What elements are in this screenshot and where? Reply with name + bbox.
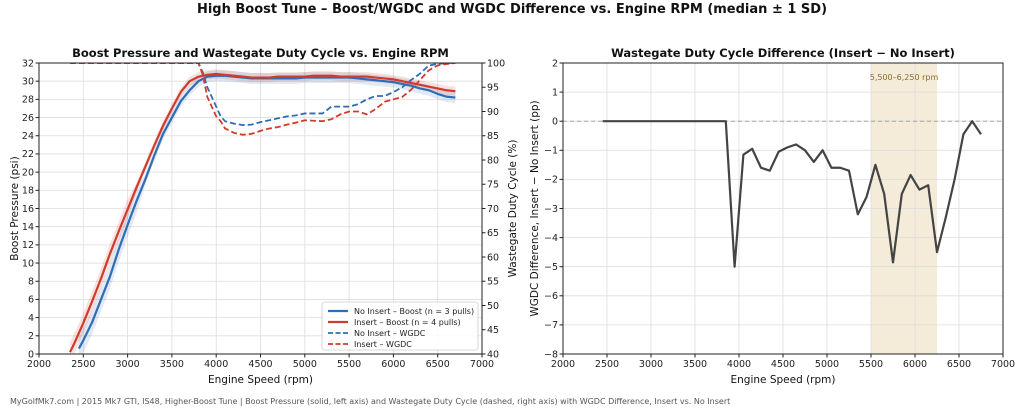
left-y-tick-label: 14: [22, 222, 34, 233]
right-plot: 5,500–6,250 rpm 2000 2500 3000 3500 4000 4500 5…: [529, 46, 1015, 386]
right-y-tick-label: 55: [487, 277, 499, 288]
left-x-tick-label: 4000: [204, 359, 228, 370]
legend-entry-0: No Insert – Boost (n = 3 pulls): [354, 307, 474, 316]
right-x-tick-label: 2000: [551, 359, 575, 370]
right-plot-y-tick-label: 2: [552, 58, 558, 69]
right-x-tick-label: 4000: [727, 359, 751, 370]
right-x-tick-label: 3000: [639, 359, 663, 370]
left-x-tick-label: 3000: [116, 359, 140, 370]
left-x-tick-label: 2500: [71, 359, 95, 370]
left-y-tick-label: 32: [22, 58, 34, 69]
figure-title: High Boost Tune – Boost/WGDC and WGDC Di…: [197, 2, 827, 17]
right-y-axis-label: Wastegate Duty Cycle (%): [507, 140, 519, 278]
right-y-tick-label: 75: [487, 180, 499, 191]
right-x-tick-label: 2500: [595, 359, 619, 370]
left-x-tick-label: 6500: [426, 359, 450, 370]
left-x-tick-label: 7000: [470, 359, 494, 370]
right-y-tick-label: 100: [487, 58, 505, 69]
left-y-axis-label: Boost Pressure (psi): [9, 156, 21, 260]
right-y-tick-label: 50: [487, 301, 499, 312]
left-y-tick-label: 12: [22, 240, 34, 251]
left-plot: 2000 2500 3000 3500 4000 4500 5000 5500 6000 6500…: [9, 46, 519, 386]
legend: No Insert – Boost (n = 3 pulls) Insert – …: [321, 301, 479, 351]
right-plot-y-tick-label: −3: [544, 204, 558, 215]
right-plot-y-tick-label: −2: [544, 175, 558, 186]
left-y-tick-label: 6: [28, 295, 34, 306]
legend-entry-2: No Insert – WGDC: [354, 329, 426, 338]
right-y-tick-label: 90: [487, 107, 499, 118]
series-line-2: [70, 63, 456, 126]
right-x-tick-label: 7000: [991, 359, 1015, 370]
right-y-tick-label: 60: [487, 252, 499, 263]
right-y-tick-label: 40: [487, 349, 499, 360]
right-y-tick-label: 80: [487, 155, 499, 166]
left-x-tick-label: 3500: [160, 359, 184, 370]
left-y-tick-label: 2: [28, 331, 34, 342]
right-x-tick-label: 3500: [683, 359, 707, 370]
left-y-tick-label: 30: [22, 76, 34, 87]
right-plot-title: Wastegate Duty Cycle Difference (Insert …: [611, 46, 955, 60]
right-plot-y-tick-label: −1: [544, 146, 558, 157]
series-line-1: [69, 72, 456, 353]
left-y-tick-label: 20: [22, 167, 34, 178]
right-plot-x-axis-label: Engine Speed (rpm): [731, 374, 836, 386]
left-x-tick-label: 6000: [381, 359, 405, 370]
right-plot-y-tick-label: 0: [552, 117, 558, 128]
right-plot-y-tick-label: −6: [544, 291, 558, 302]
right-x-tick-label: 6000: [903, 359, 927, 370]
left-y-tick-label: 16: [22, 204, 34, 215]
legend-box: [321, 301, 479, 351]
right-plot-y-tick-label: −4: [544, 233, 558, 244]
left-y-tick-label: 18: [22, 186, 34, 197]
left-y-tick-label: 4: [28, 313, 34, 324]
right-plot-y-tick-label: −5: [544, 262, 558, 273]
right-plot-area: [602, 120, 982, 268]
difference-line: [602, 120, 982, 268]
right-y-tick-label: 45: [487, 325, 499, 336]
right-plot-y-axis-label: WGDC Difference, Insert − No Insert (pp): [529, 100, 541, 316]
right-x-tick-label: 4500: [771, 359, 795, 370]
left-x-axis-label: Engine Speed (rpm): [208, 374, 313, 386]
legend-entry-1: Insert – Boost (n = 4 pulls): [354, 318, 461, 327]
left-y-tick-label: 26: [22, 113, 34, 124]
right-y-tick-label: 85: [487, 131, 499, 142]
left-x-tick-label: 4500: [248, 359, 272, 370]
left-y-tick-label: 22: [22, 149, 34, 160]
left-x-tick-label: 5500: [337, 359, 361, 370]
left-plot-title: Boost Pressure and Wastegate Duty Cycle …: [72, 46, 449, 60]
right-x-tick-label: 5000: [815, 359, 839, 370]
right-plot-y-tick-label: −8: [544, 349, 558, 360]
left-x-tick-label: 2000: [27, 359, 51, 370]
right-y-tick-label: 65: [487, 228, 499, 239]
right-y-tick-label: 95: [487, 83, 499, 94]
right-y-tick-label: 70: [487, 204, 499, 215]
left-y-tick-label: 24: [22, 131, 34, 142]
right-x-tick-label: 5500: [859, 359, 883, 370]
series-line-3: [70, 63, 456, 136]
left-plot-area: [69, 63, 456, 354]
left-y-tick-label: 8: [28, 277, 34, 288]
right-plot-y-tick-label: −7: [544, 320, 558, 331]
left-x-tick-label: 5000: [293, 359, 317, 370]
figure-footer: MyGolfMk7.com | 2015 Mk7 GTI, IS48, High…: [10, 397, 730, 406]
left-y-tick-label: 10: [22, 258, 34, 269]
legend-entry-3: Insert – WGDC: [354, 340, 412, 349]
left-y-tick-label: 28: [22, 95, 34, 106]
band-label: 5,500–6,250 rpm: [870, 73, 939, 82]
right-x-tick-label: 6500: [947, 359, 971, 370]
right-plot-y-tick-label: 1: [552, 87, 558, 98]
left-y-tick-label: 0: [28, 349, 34, 360]
